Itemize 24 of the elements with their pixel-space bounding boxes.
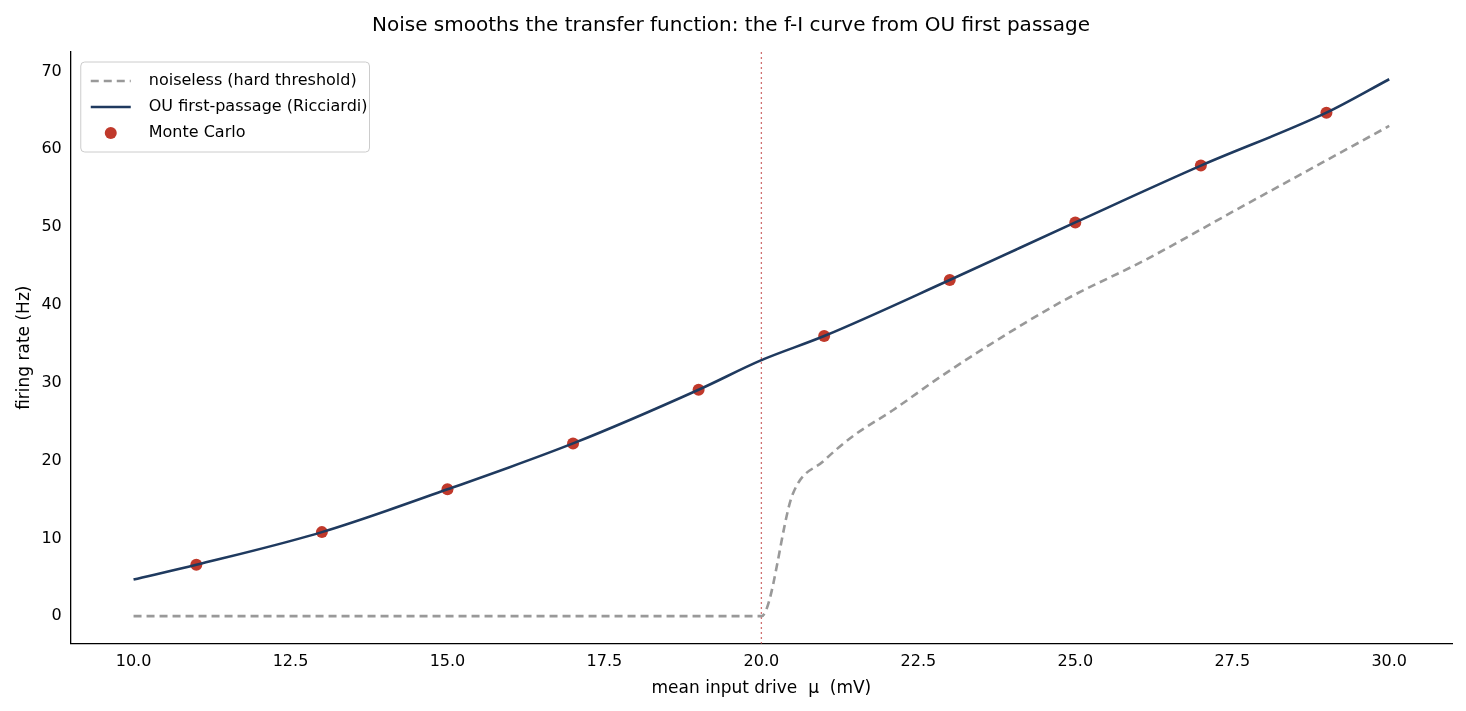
y-axis-title: firing rate (Hz) bbox=[12, 285, 33, 410]
y-tick-label: 20 bbox=[41, 449, 62, 469]
x-tick-label: 12.5 bbox=[272, 651, 309, 671]
legend-label: Monte Carlo bbox=[148, 122, 246, 142]
chart-title: Noise smooths the transfer function: the f-I curve from OU first passage bbox=[372, 12, 1090, 37]
x-tick-label: 30.0 bbox=[1371, 651, 1408, 671]
x-tick-label: 10.0 bbox=[115, 651, 152, 671]
legend-label: OU first-passage (Ricciardi) bbox=[148, 96, 368, 116]
y-tick-label: 10 bbox=[41, 527, 62, 547]
y-tick-label: 40 bbox=[41, 294, 62, 314]
y-tick-label: 50 bbox=[41, 216, 62, 236]
line-series bbox=[132, 124, 1391, 618]
x-tick-label: 22.5 bbox=[900, 651, 937, 671]
y-tick-label: 60 bbox=[41, 138, 62, 158]
x-axis-title: mean input drive μ (mV) bbox=[651, 677, 872, 698]
x-tick-label: 27.5 bbox=[1214, 651, 1251, 671]
y-tick-label: 30 bbox=[41, 371, 62, 391]
y-tick-label: 0 bbox=[51, 605, 62, 625]
x-tick-label: 17.5 bbox=[586, 651, 623, 671]
x-tick-label: 20.0 bbox=[743, 651, 780, 671]
y-tick-label: 70 bbox=[41, 60, 62, 80]
x-tick-label: 15.0 bbox=[429, 651, 466, 671]
legend-label: noiseless (hard threshold) bbox=[148, 70, 357, 90]
x-tick-label: 25.0 bbox=[1057, 651, 1094, 671]
